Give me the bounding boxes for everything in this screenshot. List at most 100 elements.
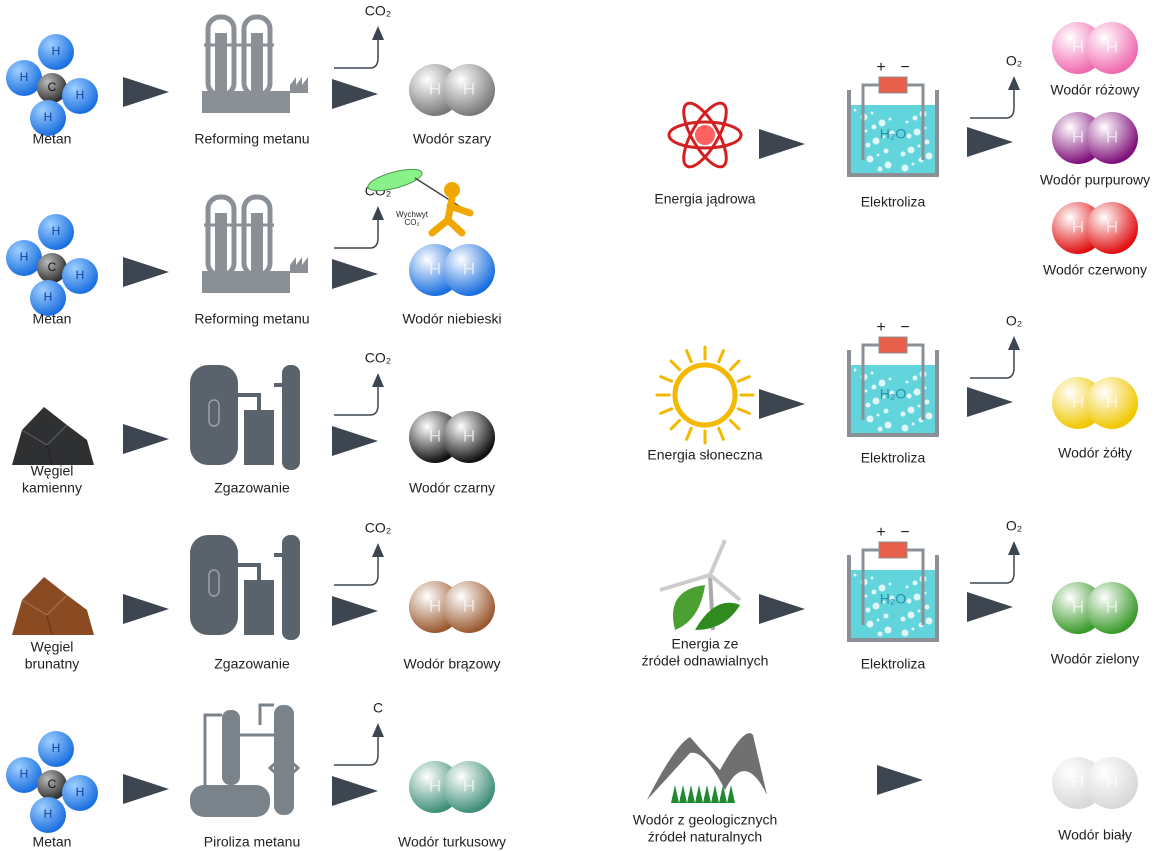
hydrogen-atom (30, 280, 66, 316)
label: Energia słoneczna (647, 447, 762, 463)
atom-label: H (52, 741, 61, 755)
bubble (925, 617, 933, 625)
atom-label: H (1106, 772, 1118, 791)
flow-arrow (123, 594, 169, 624)
bubble (889, 595, 895, 601)
sun-ray (728, 359, 741, 372)
orbit (682, 101, 728, 169)
atom-label: H (1072, 127, 1084, 146)
label: Wodór zielony (1051, 651, 1139, 667)
hydrogen-atom (62, 775, 98, 811)
label: Wodór szary (413, 131, 491, 147)
byproduct-label: O₂ (1006, 53, 1022, 69)
bubble (913, 388, 921, 396)
hydrogen-atom (1086, 377, 1138, 429)
coal (12, 577, 94, 635)
byproduct-label: CO₂ (365, 3, 391, 19)
capture-label: Wychwyt (396, 210, 429, 219)
bubble (853, 573, 857, 577)
atom-label: H (429, 776, 441, 795)
label: Zgazowanie (214, 656, 290, 672)
gasifier-column (282, 535, 300, 640)
flow-arrow (332, 776, 378, 806)
atom-label: H (44, 290, 53, 304)
minus-sign: − (900, 524, 909, 541)
atom-label: H (76, 785, 85, 799)
gasifier-unit (244, 580, 274, 635)
turbine-blade (708, 573, 742, 602)
byproduct-arrow (970, 88, 1015, 119)
gasifier-tank (190, 365, 238, 465)
hydrogen-atom (1086, 582, 1138, 634)
byproduct-arrow (970, 348, 1015, 379)
bubble (871, 589, 877, 595)
pipe (238, 383, 282, 410)
bubble (870, 371, 874, 375)
hydrogen-atom (62, 258, 98, 294)
bubble (888, 117, 892, 121)
bubble (866, 620, 874, 628)
atom-label: H (52, 44, 61, 58)
hydrogen-atom (443, 581, 495, 633)
pyrolysis-column (222, 710, 240, 785)
bubble (901, 164, 909, 172)
label: Wodór żółty (1058, 445, 1132, 461)
byproduct-label: O₂ (1006, 313, 1022, 329)
bubble (882, 600, 886, 604)
flow-arrow (967, 387, 1013, 417)
arrow-head (372, 26, 384, 40)
hydrogen-atom (6, 240, 42, 276)
bubble (865, 142, 871, 148)
flow-arrow (759, 594, 805, 624)
bubble (911, 422, 915, 426)
atom-label: H (76, 88, 85, 102)
hydrogen-atom (38, 731, 74, 767)
byproduct-arrow (334, 38, 379, 69)
atom-label: H (1072, 392, 1084, 411)
label: Energia jądrowa (654, 191, 755, 207)
reformer-core (215, 33, 227, 91)
hydrogen-atom (6, 60, 42, 96)
bubble (870, 576, 874, 580)
arrow-head (372, 373, 384, 387)
sun-ray (685, 349, 693, 364)
bubble (907, 406, 915, 414)
minus-sign: − (900, 319, 909, 336)
label: brunatny (25, 656, 79, 672)
sawtooth (290, 257, 308, 273)
bubble (924, 139, 930, 145)
bubble (907, 611, 915, 619)
bubble (912, 375, 918, 381)
flow-arrow (967, 592, 1013, 622)
sun-ray (736, 407, 751, 415)
flow-arrow (332, 426, 378, 456)
bubble (866, 415, 874, 423)
sun-ray (717, 349, 725, 364)
bubble (917, 404, 921, 408)
bubble (872, 602, 880, 610)
atom-label: H (463, 776, 475, 795)
bubble (925, 152, 933, 160)
figure-body (428, 194, 474, 237)
hydrogen-atom (443, 411, 495, 463)
bubble (906, 393, 912, 399)
atom-label: H (1106, 37, 1118, 56)
arrow-head (372, 723, 384, 737)
atom-label: H (1072, 217, 1084, 236)
byproduct-label: O₂ (1006, 518, 1022, 534)
label: Wodór niebieski (402, 311, 501, 327)
carbon-atom (37, 253, 67, 283)
bubble (864, 594, 868, 598)
hydrogen-atom (443, 244, 495, 296)
battery (878, 541, 908, 559)
sun-ray (659, 407, 674, 415)
gasifier-window (208, 569, 220, 597)
label: Elektroliza (861, 194, 926, 210)
bubble (889, 130, 895, 136)
bubble (884, 626, 892, 634)
flow-arrow (332, 79, 378, 109)
hydrogen-atom (30, 797, 66, 833)
bubble (911, 627, 915, 631)
bubble (878, 119, 886, 127)
label: Elektroliza (861, 656, 926, 672)
